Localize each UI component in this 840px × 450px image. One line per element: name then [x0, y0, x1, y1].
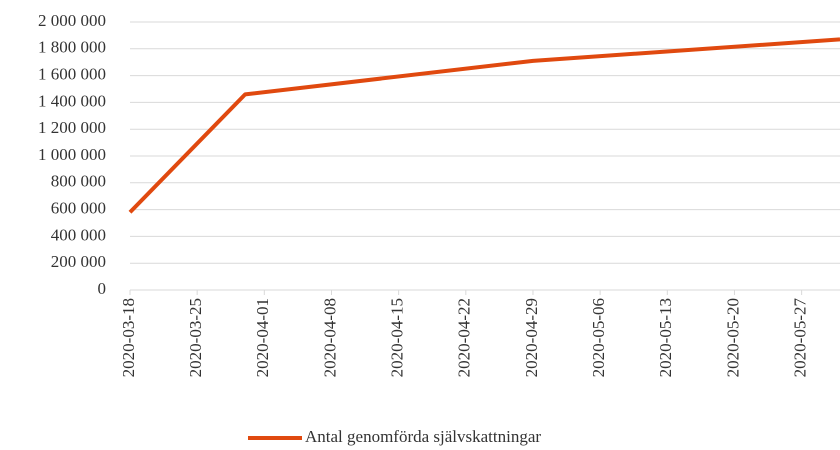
y-tick-label: 0	[98, 279, 107, 298]
x-tick-label: 2020-04-01	[253, 298, 272, 377]
x-tick-label: 2020-05-20	[723, 298, 742, 377]
y-tick-label: 1 000 000	[38, 145, 106, 164]
x-tick-label: 2020-05-27	[791, 298, 810, 378]
y-tick-label: 2 000 000	[38, 11, 106, 30]
data-line	[128, 37, 840, 214]
y-tick-label: 200 000	[51, 252, 106, 271]
x-tick-label: 2020-05-13	[656, 298, 675, 377]
y-tick-label: 600 000	[51, 199, 106, 218]
x-tick-label: 2020-04-22	[455, 298, 474, 377]
x-tick-label: 2020-04-08	[320, 298, 339, 377]
x-tick-label: 2020-05-06	[589, 298, 608, 377]
y-tick-label: 1 400 000	[38, 91, 106, 110]
y-tick-label: 1 600 000	[38, 65, 106, 84]
x-tick-label: 2020-03-18	[119, 298, 138, 377]
y-tick-label: 400 000	[51, 225, 106, 244]
x-tick-label: 2020-03-25	[186, 298, 205, 377]
y-tick-label: 800 000	[51, 172, 106, 191]
legend-label: Antal genomförda självskattningar	[305, 427, 541, 446]
y-tick-label: 1 200 000	[38, 118, 106, 137]
x-tick-label: 2020-04-29	[522, 298, 541, 377]
y-tick-label: 1 800 000	[38, 38, 106, 57]
x-tick-label: 2020-04-15	[388, 298, 407, 377]
